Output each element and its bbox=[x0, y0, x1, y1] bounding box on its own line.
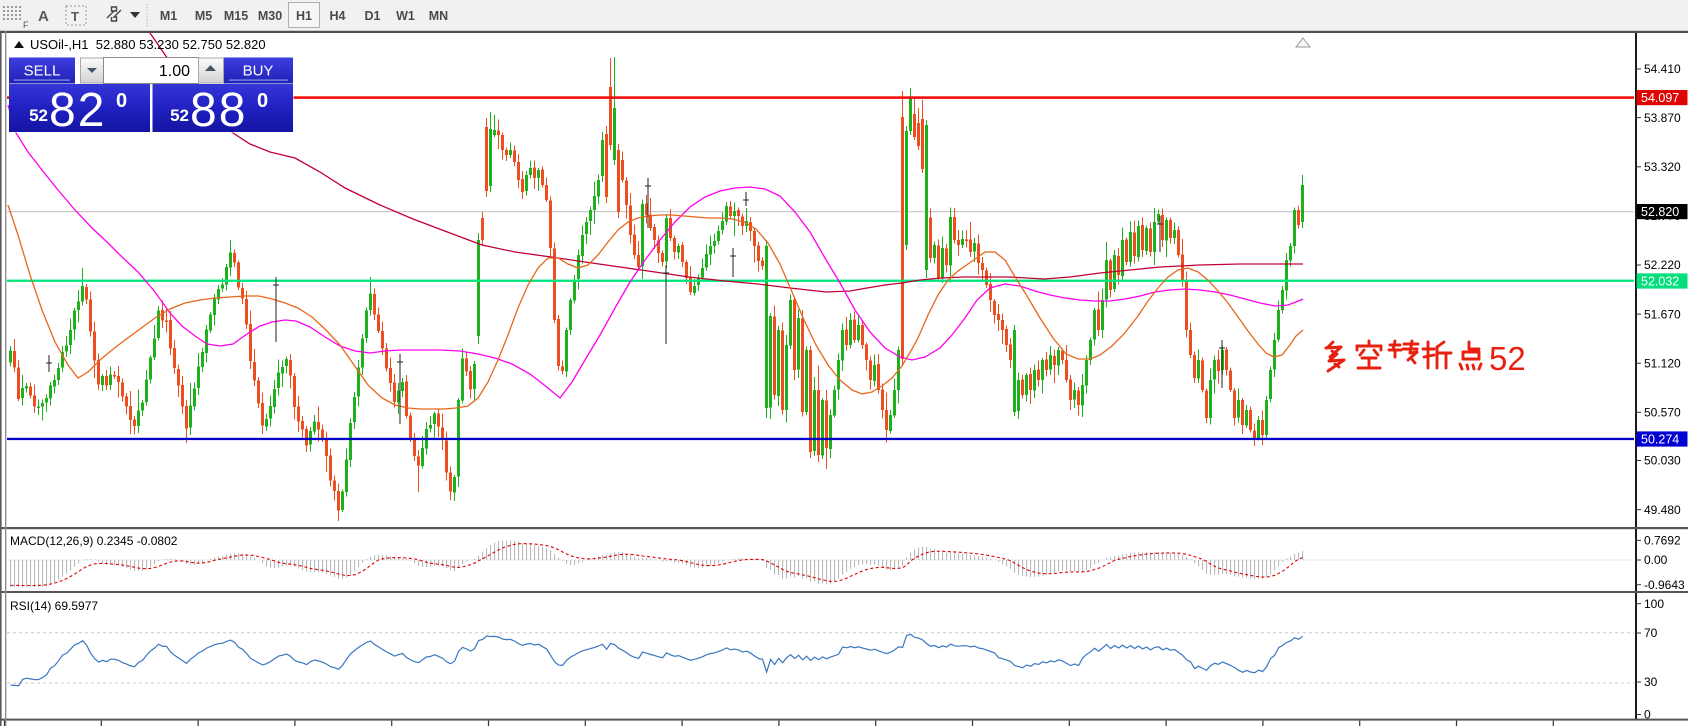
svg-text:52.032: 52.032 bbox=[1641, 274, 1679, 288]
svg-text:H4: H4 bbox=[330, 9, 346, 23]
svg-text:D1: D1 bbox=[365, 9, 381, 23]
svg-text:52: 52 bbox=[29, 106, 48, 125]
svg-text:H1: H1 bbox=[296, 9, 312, 23]
svg-text:M30: M30 bbox=[258, 9, 282, 23]
svg-text:BUY: BUY bbox=[243, 63, 274, 80]
svg-text:0: 0 bbox=[257, 90, 268, 112]
svg-text:0.7692: 0.7692 bbox=[1644, 534, 1681, 548]
svg-text:MACD(12,26,9) 0.2345 -0.0802: MACD(12,26,9) 0.2345 -0.0802 bbox=[10, 534, 178, 548]
svg-text:52.220: 52.220 bbox=[1644, 258, 1681, 272]
svg-text:0: 0 bbox=[1644, 708, 1651, 722]
svg-text:A: A bbox=[38, 8, 49, 25]
svg-text:50.274: 50.274 bbox=[1641, 432, 1679, 446]
svg-text:51.120: 51.120 bbox=[1644, 356, 1681, 370]
svg-text:52: 52 bbox=[170, 106, 189, 125]
svg-text:F: F bbox=[23, 20, 29, 30]
svg-text:0.00: 0.00 bbox=[1644, 553, 1668, 567]
svg-text:54.410: 54.410 bbox=[1644, 62, 1681, 76]
svg-text:0: 0 bbox=[116, 90, 127, 112]
svg-text:88: 88 bbox=[190, 84, 247, 137]
svg-text:82: 82 bbox=[49, 84, 106, 137]
svg-text:50.030: 50.030 bbox=[1644, 454, 1681, 468]
svg-text:RSI(14) 69.5977: RSI(14) 69.5977 bbox=[10, 599, 98, 613]
svg-text:52: 52 bbox=[1489, 340, 1526, 377]
svg-text:30: 30 bbox=[1644, 675, 1658, 689]
svg-text:USOil-,H1 52.880 53.230 52.75: USOil-,H1 52.880 53.230 52.750 52.820 bbox=[30, 37, 266, 52]
svg-text:M1: M1 bbox=[160, 9, 177, 23]
svg-text:49.480: 49.480 bbox=[1644, 503, 1681, 517]
svg-text:W1: W1 bbox=[396, 9, 415, 23]
svg-text:100: 100 bbox=[1644, 597, 1664, 611]
svg-text:53.320: 53.320 bbox=[1644, 160, 1681, 174]
svg-text:53.870: 53.870 bbox=[1644, 111, 1681, 125]
svg-text:52.820: 52.820 bbox=[1641, 205, 1679, 219]
svg-text:50.570: 50.570 bbox=[1644, 406, 1681, 420]
svg-text:-0.9643: -0.9643 bbox=[1644, 578, 1685, 592]
svg-text:M5: M5 bbox=[195, 9, 212, 23]
svg-text:M15: M15 bbox=[224, 9, 248, 23]
svg-text:54.097: 54.097 bbox=[1641, 91, 1679, 105]
svg-text:MN: MN bbox=[429, 9, 448, 23]
svg-text:T: T bbox=[71, 9, 79, 24]
svg-text:SELL: SELL bbox=[24, 63, 61, 80]
svg-text:70: 70 bbox=[1644, 626, 1658, 640]
svg-text:51.670: 51.670 bbox=[1644, 307, 1681, 321]
svg-text:1.00: 1.00 bbox=[159, 63, 190, 80]
